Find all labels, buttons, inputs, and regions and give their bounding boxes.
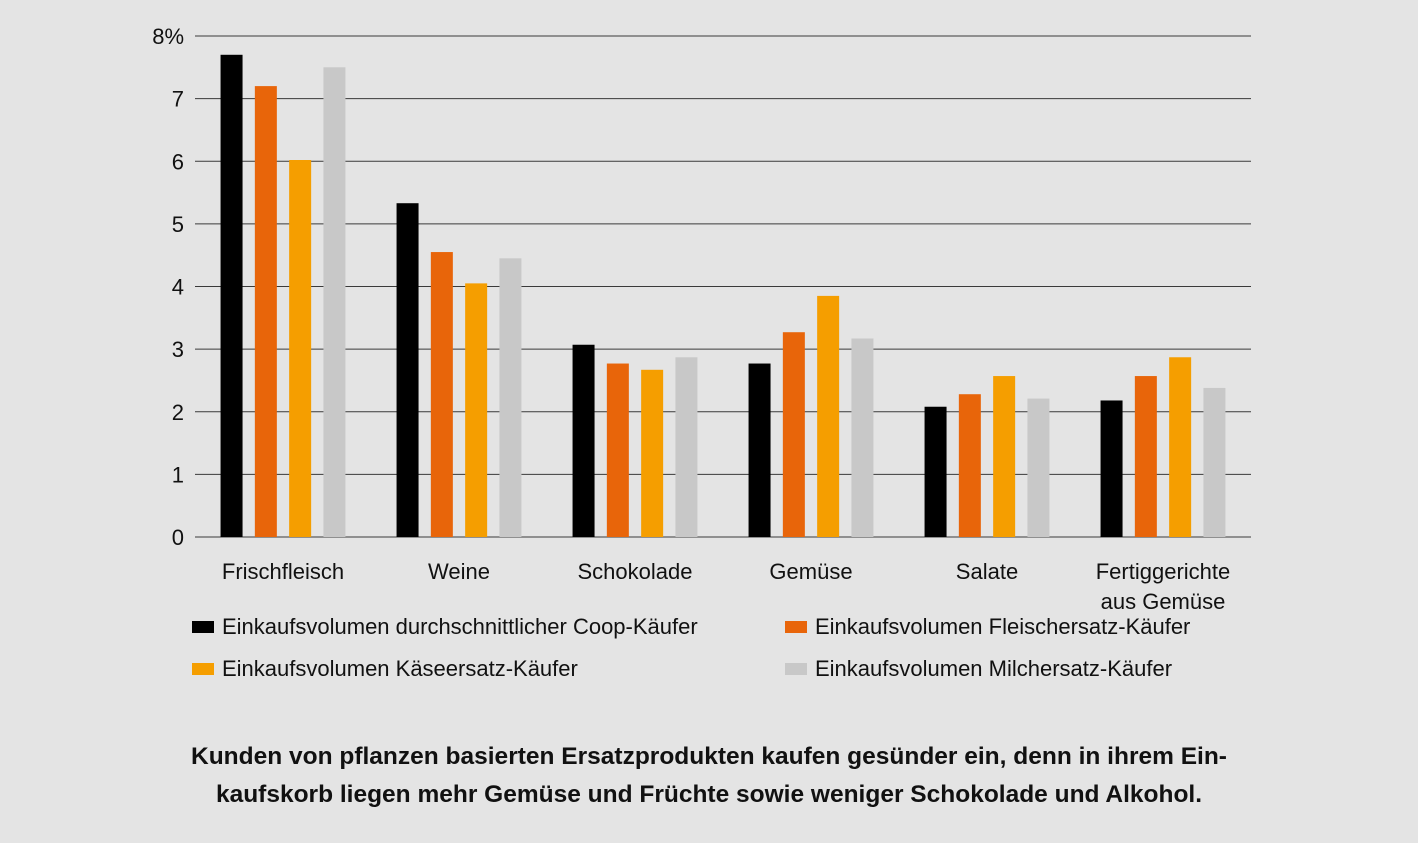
x-tick-label: Schokolade: [578, 559, 693, 584]
legend-item-milchersatz: Einkaufsvolumen Milchersatz-Käufer: [785, 656, 1245, 682]
y-tick-label: 1: [172, 462, 184, 487]
legend-item-coop: Einkaufsvolumen durchschnittlicher Coop-…: [192, 614, 785, 640]
bar: [289, 159, 312, 537]
legend-swatch-fleischersatz: [785, 621, 807, 633]
legend-item-kaeseersatz: Einkaufsvolumen Käseersatz-Käufer: [192, 656, 785, 682]
bar: [1134, 376, 1157, 537]
bar: [220, 54, 243, 537]
y-tick-label: 7: [172, 87, 184, 112]
bar: [606, 363, 629, 537]
bar: [1100, 400, 1123, 537]
x-tick-label: Salate: [956, 559, 1018, 584]
bar: [430, 252, 453, 537]
bar: [465, 283, 488, 537]
y-tick-label: 6: [172, 149, 184, 174]
bar-chart: 0 1 2 3 4 5 6 7 8% Frischfleisch Weine Schokolade Ge…: [152, 24, 1251, 614]
legend-swatch-coop: [192, 621, 214, 633]
legend-label-milchersatz: Einkaufsvolumen Milchersatz-Käufer: [815, 656, 1173, 681]
legend: Einkaufsvolumen durchschnittlicher Coop-…: [192, 614, 1252, 682]
y-tick-label: 5: [172, 212, 184, 237]
bar: [993, 376, 1016, 537]
y-tick-label: 0: [172, 525, 184, 550]
legend-swatch-milchersatz: [785, 663, 807, 675]
legend-label-fleischersatz: Einkaufsvolumen Fleischersatz-Käufer: [815, 614, 1191, 639]
bar: [572, 344, 595, 537]
x-tick-label: Gemüse: [769, 559, 852, 584]
chart-caption: Kunden von pflanzen basierten Ersatzprod…: [40, 738, 1378, 814]
legend-swatch-kaeseersatz: [192, 663, 214, 675]
y-tick-label: 8%: [152, 24, 184, 49]
bar: [396, 203, 419, 538]
bar: [675, 357, 698, 537]
legend-label-kaeseersatz: Einkaufsvolumen Käseersatz-Käufer: [222, 656, 578, 681]
bar: [1203, 387, 1226, 537]
bar: [817, 295, 840, 537]
bar: [924, 406, 947, 537]
y-tick-label: 2: [172, 400, 184, 425]
legend-label-coop: Einkaufsvolumen durchschnittlicher Coop-…: [222, 614, 698, 639]
bar: [782, 332, 805, 537]
legend-item-fleischersatz: Einkaufsvolumen Fleischersatz-Käufer: [785, 614, 1245, 640]
y-tick-label: 4: [172, 275, 184, 300]
caption-line-1: Kunden von pflanzen basierten Ersatzprod…: [191, 743, 1227, 770]
bar: [958, 394, 981, 537]
x-tick-label: Fertiggerichte aus Gemüse: [1096, 559, 1231, 614]
bar: [1027, 398, 1050, 537]
bar: [851, 338, 874, 537]
bar: [1169, 357, 1192, 537]
bar: [499, 258, 522, 537]
bar: [748, 363, 771, 537]
x-tick-label: Weine: [428, 559, 490, 584]
x-tick-label: Frischfleisch: [222, 559, 344, 584]
bar: [323, 67, 346, 537]
bar: [641, 369, 664, 537]
y-tick-label: 3: [172, 337, 184, 362]
bar: [254, 86, 277, 537]
caption-line-2: kaufskorb liegen mehr Gemüse und Früchte…: [215, 781, 1203, 808]
